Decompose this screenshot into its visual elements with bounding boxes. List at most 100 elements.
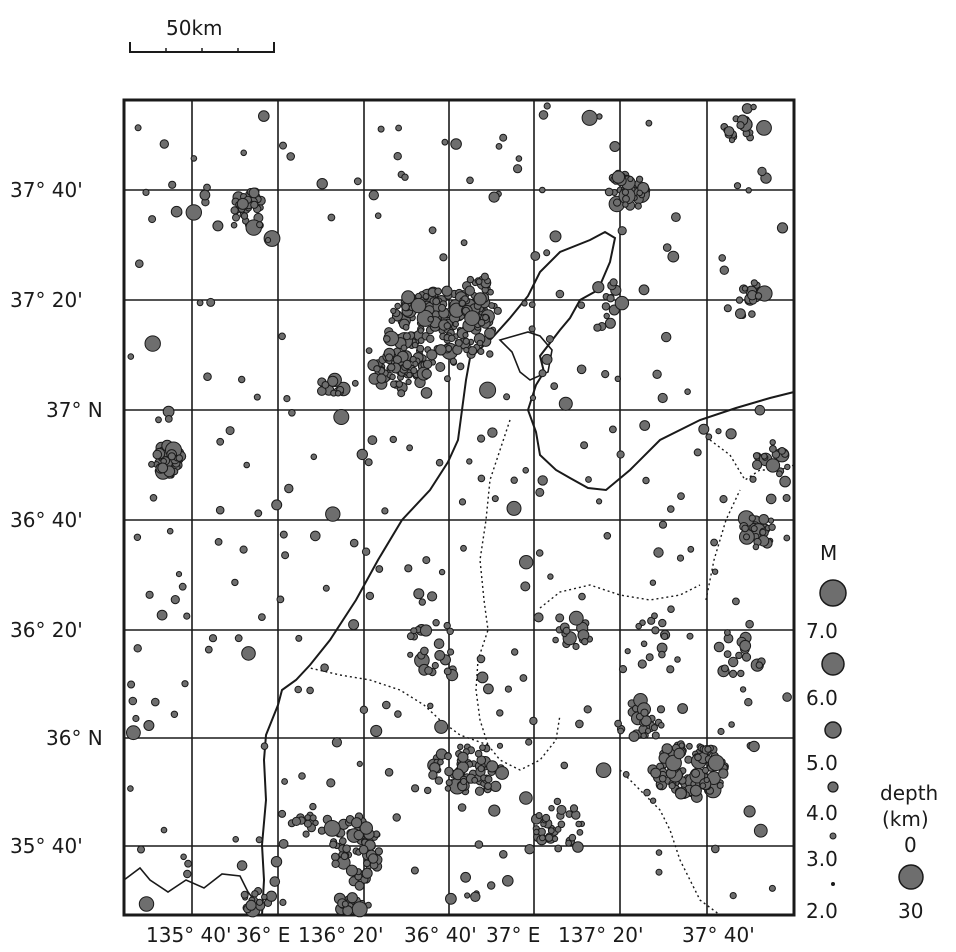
epicenter-dot	[743, 533, 750, 541]
epicenter-dot	[368, 853, 379, 864]
epicenter-dot	[374, 847, 383, 856]
epicenter-dot	[547, 573, 554, 580]
epicenter-dot	[434, 776, 444, 785]
epicenter-dot	[545, 335, 554, 344]
epicenter-dot	[649, 797, 657, 804]
epicenter-dot	[486, 760, 499, 773]
epicenter-dot	[572, 642, 580, 651]
epicenter-dot	[295, 634, 303, 642]
epicenter-dot	[474, 786, 485, 796]
epicenter-dot	[528, 325, 536, 333]
epicenter-dot	[254, 509, 263, 518]
lat-label-36-n: 36° N	[46, 726, 103, 750]
epicenter-dot	[441, 285, 453, 297]
epicenter-dot	[444, 752, 452, 761]
epicenter-dot	[443, 621, 451, 630]
epicenter-dot	[133, 533, 142, 541]
epicenter-dot	[445, 892, 457, 905]
epicenter-dot	[741, 524, 749, 533]
epicenter-dot	[250, 200, 259, 209]
epicenter-dot	[614, 719, 622, 728]
epicenter-dot	[653, 547, 664, 558]
epicenter-dot	[545, 833, 554, 842]
epicenter-dot	[435, 362, 446, 372]
epicenter-dot	[782, 494, 791, 502]
lon-label-136-40: 36° 40'	[404, 923, 477, 947]
legend-circle-m4	[827, 781, 839, 793]
legend-label-2-0: 2.0	[806, 899, 838, 923]
epicenter-dot	[341, 900, 349, 908]
epicenter-dot	[460, 239, 468, 247]
epicenter-dot	[389, 373, 396, 381]
epicenter-dot	[279, 141, 287, 150]
legend-circle-m6	[821, 652, 845, 676]
epicenter-dot	[374, 212, 382, 219]
epicenter-dot	[674, 656, 681, 663]
epicenter-dot	[151, 697, 160, 707]
epicenter-dot	[248, 187, 260, 199]
epicenter-dot	[753, 823, 768, 838]
depth-legend-min: 0	[904, 833, 917, 857]
epicenter-dot	[387, 363, 396, 372]
epicenter-dot	[167, 452, 176, 461]
epicenter-dot	[351, 817, 363, 829]
epicenter-dot	[617, 727, 625, 735]
epicenter-dot	[486, 350, 494, 358]
epicenter-dot	[552, 636, 559, 644]
epicenter-dot	[475, 278, 483, 286]
epicenter-dot	[640, 640, 648, 648]
epicenter-dot	[317, 386, 327, 396]
epicenter-dot	[548, 805, 555, 812]
epicenter-dot	[428, 770, 438, 780]
epicenter-dot	[616, 450, 625, 459]
epicenter-dot	[476, 339, 484, 347]
epicenter-dot	[711, 568, 719, 575]
epicenter-dot	[168, 180, 177, 189]
epicenter-dot	[138, 896, 155, 912]
epicenter-dot	[463, 346, 470, 354]
epicenter-dot	[551, 835, 559, 842]
epicenter-dot	[127, 680, 136, 689]
epicenter-dot	[529, 394, 537, 401]
epicenter-dot	[519, 555, 534, 570]
epicenter-dot	[750, 279, 758, 287]
epicenter-dot	[395, 380, 403, 388]
epicenter-dot	[142, 188, 150, 196]
epicenter-dot	[549, 230, 562, 243]
epicenter-dot	[253, 393, 261, 401]
epicenter-dot	[385, 353, 394, 362]
epicenter-dot	[410, 366, 418, 375]
epicenter-dot	[402, 359, 412, 370]
epicenter-dot	[477, 348, 485, 355]
epicenter-dot	[170, 710, 179, 718]
epicenter-dot	[455, 339, 463, 347]
epicenter-dot	[434, 650, 446, 661]
epicenter-dot	[640, 732, 647, 739]
epicenter-layer	[125, 102, 792, 918]
longitude-labels: 135° 40' 36° E 136° 20' 36° 40' 37° E 13…	[146, 923, 755, 947]
epicenter-dot	[750, 525, 758, 533]
epicenter-dot	[756, 120, 772, 136]
epicenter-dot	[216, 437, 225, 446]
legend-label-7-0: 7.0	[806, 619, 838, 643]
epicenter-dot	[306, 686, 314, 695]
epicenter-dot	[645, 119, 653, 127]
epicenter-dot	[541, 353, 553, 365]
epicenter-dot	[759, 528, 767, 536]
epicenter-dot	[698, 423, 710, 435]
epicenter-dot	[449, 357, 457, 365]
epicenter-dot	[354, 880, 365, 891]
epicenter-dot	[241, 646, 256, 661]
epicenter-dot	[755, 661, 763, 669]
epicenter-dot	[309, 814, 317, 822]
epicenter-dot	[686, 742, 693, 750]
epicenter-dot	[678, 742, 685, 749]
epicenter-dot	[699, 782, 707, 790]
epicenter-dot	[611, 170, 626, 184]
epicenter-dot	[725, 428, 737, 440]
epicenter-dot	[524, 844, 535, 855]
epicenter-dot	[513, 164, 523, 174]
epicenter-dot	[585, 476, 592, 483]
epicenter-dot	[640, 708, 649, 717]
epicenter-dot	[768, 523, 776, 531]
